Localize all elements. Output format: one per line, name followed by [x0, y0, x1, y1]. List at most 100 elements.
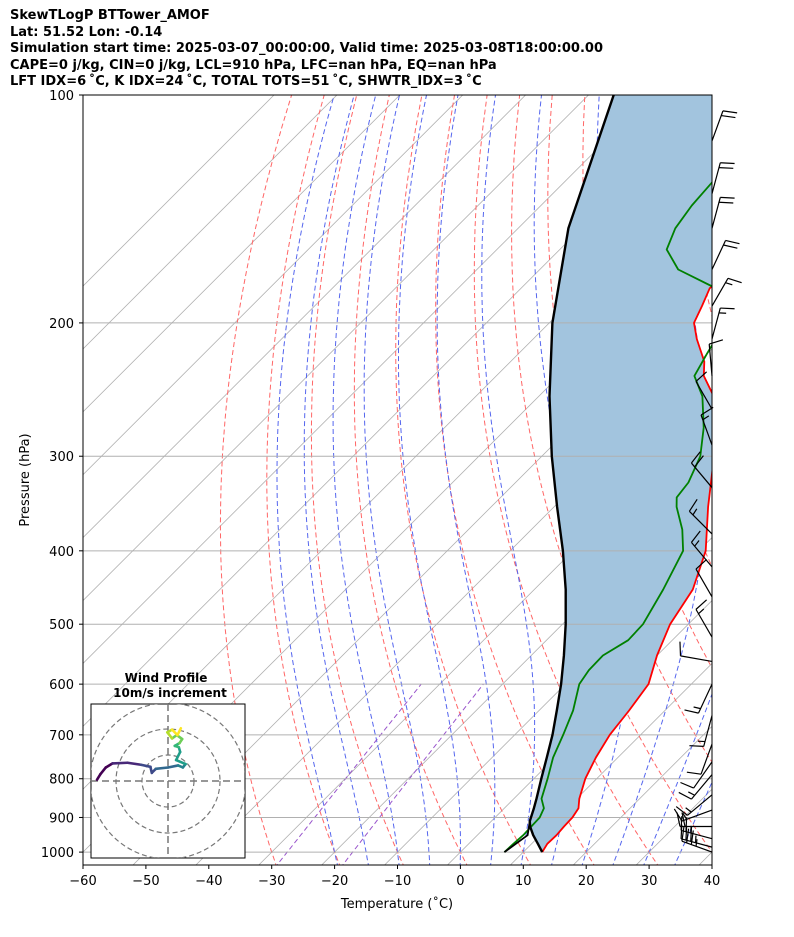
temperature-line: [541, 285, 712, 853]
y-axis-ticks: 100 200 300 400 500 600 700 800 900 1000: [41, 89, 83, 861]
hodograph-segment: [126, 761, 143, 767]
wind-barb: [686, 743, 713, 775]
moist-adiabat-line: [436, 95, 496, 865]
barb-staff: [690, 541, 713, 568]
barb-half-feather: [688, 791, 695, 796]
dry-adiabat-line: [435, 95, 595, 865]
barb-staff: [708, 344, 713, 376]
barb-feather: [680, 781, 694, 789]
dry-adiabat-line: [219, 95, 293, 865]
y-tick-label: 500: [49, 618, 74, 633]
barb-staff: [711, 162, 721, 194]
y-tick-label: 200: [49, 317, 74, 332]
x-tick-label: 20: [578, 874, 595, 889]
mixing-ratio-line: [276, 683, 422, 865]
barb-feather: [718, 166, 734, 169]
x-tick-label: −60: [69, 874, 96, 889]
hodograph-segment: [104, 762, 114, 769]
x-tick-label: −20: [321, 874, 348, 889]
barb-feather: [679, 641, 682, 656]
wind-profile-inset: Wind Profile 10m/s increment: [90, 671, 246, 859]
dry-adiabat-line: [395, 95, 532, 865]
y-tick-label: 700: [49, 729, 74, 744]
barb-feather: [694, 455, 704, 468]
isotherm-line: [83, 95, 338, 350]
isotherm-line: [83, 95, 527, 539]
hodograph-segment: [166, 764, 180, 769]
hodograph-segment: [174, 750, 182, 762]
isotherm-line: [321, 474, 712, 865]
barb-feather: [721, 114, 736, 119]
barb-staff: [703, 715, 713, 747]
cape-line: CAPE=0 j/kg, CIN=0 j/kg, LCL=910 hPa, LF…: [10, 57, 497, 73]
x-tick-label: 40: [704, 874, 721, 889]
barb-staff: [690, 774, 713, 800]
barb-half-feather: [693, 706, 701, 710]
wind-barb: [690, 451, 713, 488]
barb-feather: [681, 812, 686, 827]
dry-adiabat-line: [266, 95, 341, 865]
x-tick-label: −40: [195, 874, 222, 889]
moist-adiabat-line: [398, 95, 461, 865]
hodograph-segment: [154, 766, 170, 771]
dry-adiabat-line: [715, 95, 794, 868]
x-tick-label: 0: [456, 874, 464, 889]
barb-feather: [680, 816, 683, 831]
y-tick-label: 800: [49, 773, 74, 788]
moist-adiabat-line: [363, 95, 431, 865]
barb-feather: [727, 277, 742, 284]
moist-adiabat-line: [303, 95, 369, 865]
barb-staff: [711, 240, 727, 270]
barb-half-feather: [698, 608, 705, 615]
wind-barb: [679, 641, 713, 663]
barb-staff: [711, 278, 729, 307]
barb-feather: [686, 771, 702, 775]
barb-staff: [697, 683, 713, 714]
x-tick-label: 10: [515, 874, 532, 889]
moist-adiabat-line: [332, 95, 400, 865]
barb-feather: [684, 709, 699, 714]
hodograph-segment: [176, 726, 183, 737]
wind-barb: [680, 761, 713, 789]
barb-staff: [711, 197, 721, 229]
barb-staff: [695, 568, 713, 598]
moist-adiabat-line: [276, 95, 338, 865]
isotherm-line: [83, 95, 275, 287]
cape-shading: [529, 95, 712, 853]
wind-barb: [711, 277, 742, 307]
cape-region: [529, 95, 712, 853]
isotherm-line: [83, 95, 590, 602]
barb-feather: [695, 599, 708, 610]
wind-barb: [673, 808, 713, 822]
wind-barb: [695, 371, 713, 410]
profile-lines: [503, 95, 712, 853]
indices-line: LFT IDX=6 ˚C, K IDX=24 ˚C, TOTAL TOTS=51…: [10, 74, 482, 89]
barb-feather: [695, 559, 708, 570]
wind-barbs: [673, 110, 742, 853]
barb-half-feather: [685, 807, 692, 813]
moist-adiabat-line: [643, 692, 712, 865]
y-tick-label: 300: [49, 450, 74, 465]
wind-barb: [711, 110, 738, 142]
barb-staff: [680, 838, 713, 848]
y-tick-label: 400: [49, 545, 74, 560]
barb-staff: [695, 381, 713, 410]
barb-half-feather: [682, 812, 688, 820]
isotherm-line: [83, 95, 401, 413]
chart-title: SkewTLogP BTTower_AMOF: [10, 8, 210, 23]
wind-barb: [711, 196, 735, 229]
barb-feather: [675, 806, 688, 816]
wind-barb: [690, 530, 713, 568]
barb-half-feather: [702, 415, 710, 421]
x-tick-label: −30: [258, 874, 285, 889]
barb-staff: [700, 414, 713, 446]
barb-staff: [680, 829, 713, 840]
hodograph-segment: [174, 758, 187, 766]
barb-feather: [718, 201, 734, 204]
wind-barb: [711, 239, 740, 270]
barb-half-feather: [694, 540, 700, 547]
wind-barb: [695, 559, 713, 598]
dewpoint-line: [503, 181, 712, 853]
hodograph-segment: [111, 761, 129, 765]
barb-feather: [720, 162, 735, 165]
